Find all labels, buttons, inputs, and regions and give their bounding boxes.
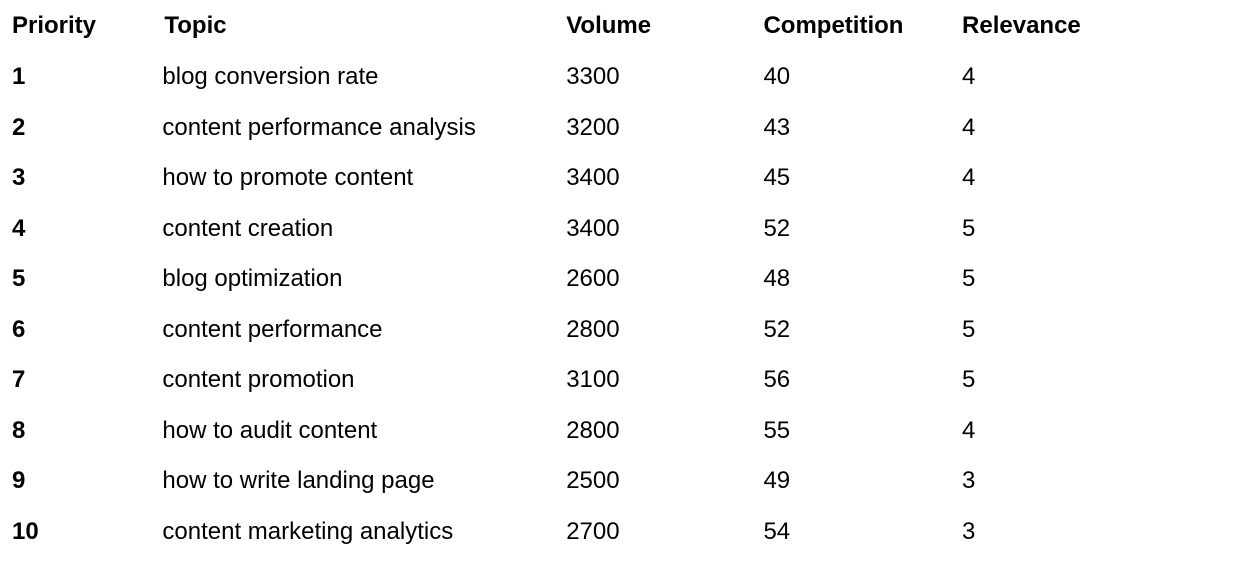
cell-topic: content marketing analytics — [162, 517, 454, 545]
cell-relevance: 4 — [962, 63, 976, 91]
cell-priority: 5 — [12, 265, 26, 293]
cell-relevance: 4 — [962, 164, 976, 192]
cell-relevance: 4 — [962, 416, 976, 444]
cell-competition: 56 — [763, 366, 791, 394]
cell-topic: content performance analysis — [162, 113, 476, 141]
cell-relevance: 5 — [962, 265, 976, 293]
cell-relevance: 5 — [962, 315, 976, 343]
cell-volume: 3100 — [566, 366, 620, 394]
cell-topic: blog conversion rate — [162, 63, 379, 91]
cell-competition: 43 — [763, 113, 791, 141]
cell-competition: 49 — [763, 467, 791, 495]
table-row: 4 content creation 3400 52 5 — [0, 204, 1248, 255]
cell-competition: 40 — [763, 63, 791, 91]
cell-competition: 55 — [763, 416, 791, 444]
table-row: 2 content performance analysis 3200 43 4 — [0, 103, 1248, 154]
cell-relevance: 4 — [962, 113, 976, 141]
cell-priority: 3 — [12, 164, 26, 192]
cell-priority: 7 — [12, 366, 26, 394]
cell-topic: blog optimization — [162, 265, 343, 293]
table-body: 1 blog conversion rate 3300 40 4 2 content per… — [0, 52, 1248, 557]
cell-priority: 8 — [12, 416, 26, 444]
cell-volume: 3400 — [566, 214, 620, 242]
column-header-competition: Competition — [763, 12, 904, 39]
cell-priority: 4 — [12, 214, 26, 242]
cell-priority: 6 — [12, 315, 26, 343]
cell-relevance: 3 — [962, 517, 976, 545]
cell-volume: 2800 — [566, 416, 620, 444]
cell-volume: 2500 — [566, 467, 620, 495]
cell-relevance: 5 — [962, 366, 976, 394]
cell-topic: how to write landing page — [162, 467, 435, 495]
cell-relevance: 5 — [962, 214, 976, 242]
cell-volume: 3300 — [566, 63, 620, 91]
cell-volume: 3200 — [566, 113, 620, 141]
cell-topic: content creation — [162, 214, 334, 242]
column-header-relevance: Relevance — [962, 12, 1081, 39]
cell-competition: 52 — [763, 214, 791, 242]
cell-topic: how to promote content — [162, 164, 414, 192]
table-row: 8 how to audit content 2800 55 4 — [0, 406, 1248, 457]
cell-volume: 2600 — [566, 265, 620, 293]
cell-volume: 2700 — [566, 517, 620, 545]
column-header-volume: Volume — [566, 12, 652, 39]
header-row: Priority Topic Volume Competition Releva… — [0, 0, 1248, 52]
table-row: 5 blog optimization 2600 48 5 — [0, 254, 1248, 305]
table-header: Priority Topic Volume Competition Releva… — [0, 0, 1248, 52]
table-row: 3 how to promote content 3400 45 4 — [0, 153, 1248, 204]
table-row: 9 how to write landing page 2500 49 3 — [0, 456, 1248, 507]
cell-volume: 3400 — [566, 164, 620, 192]
cell-competition: 52 — [763, 315, 791, 343]
cell-priority: 9 — [12, 467, 26, 495]
column-header-topic: Topic — [164, 12, 227, 39]
table-row: 6 content performance 2800 52 5 — [0, 305, 1248, 356]
cell-relevance: 3 — [962, 467, 976, 495]
cell-topic: content promotion — [162, 366, 355, 394]
cell-topic: how to audit content — [162, 416, 378, 444]
table-row: 1 blog conversion rate 3300 40 4 — [0, 52, 1248, 103]
cell-priority: 2 — [12, 113, 26, 141]
cell-volume: 2800 — [566, 315, 620, 343]
table-row: 10 content marketing analytics 2700 54 3 — [0, 507, 1248, 558]
cell-competition: 48 — [763, 265, 791, 293]
cell-topic: content performance — [162, 315, 383, 343]
cell-competition: 45 — [763, 164, 791, 192]
cell-priority: 10 — [12, 517, 39, 545]
cell-priority: 1 — [12, 63, 26, 91]
table-row: 7 content promotion 3100 56 5 — [0, 355, 1248, 406]
cell-competition: 54 — [763, 517, 791, 545]
column-header-priority: Priority — [12, 12, 97, 39]
